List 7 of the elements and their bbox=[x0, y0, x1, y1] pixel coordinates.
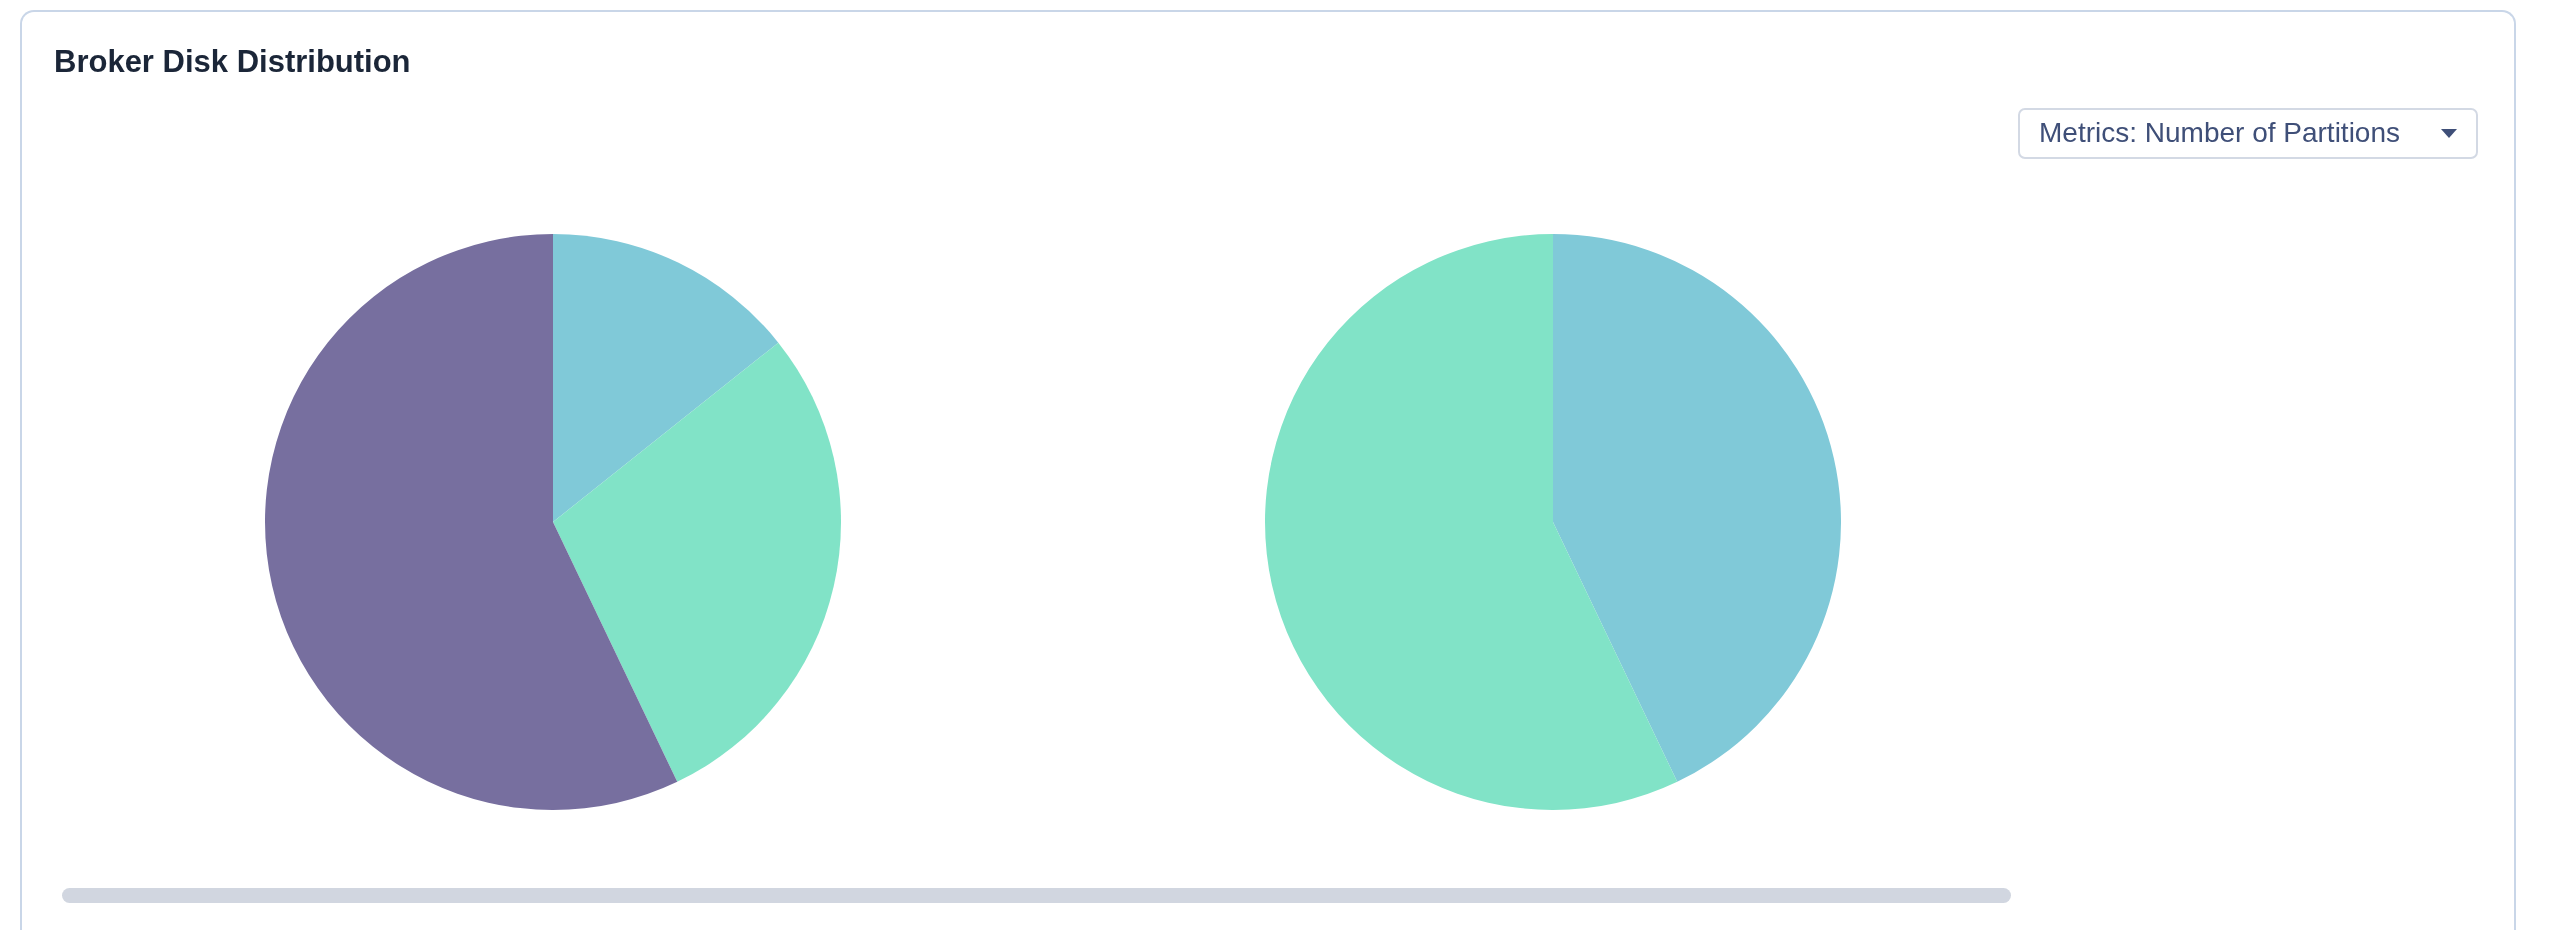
dropdown: Metrics: Number of Partitions bbox=[2018, 108, 2478, 159]
text: Broker Disk Distribution bbox=[54, 44, 411, 80]
pie-slice bbox=[265, 234, 678, 810]
pie-slice bbox=[553, 234, 779, 522]
pie-slice bbox=[553, 342, 841, 782]
pie-slice bbox=[1265, 234, 1678, 810]
pie-slice bbox=[1553, 234, 1841, 782]
